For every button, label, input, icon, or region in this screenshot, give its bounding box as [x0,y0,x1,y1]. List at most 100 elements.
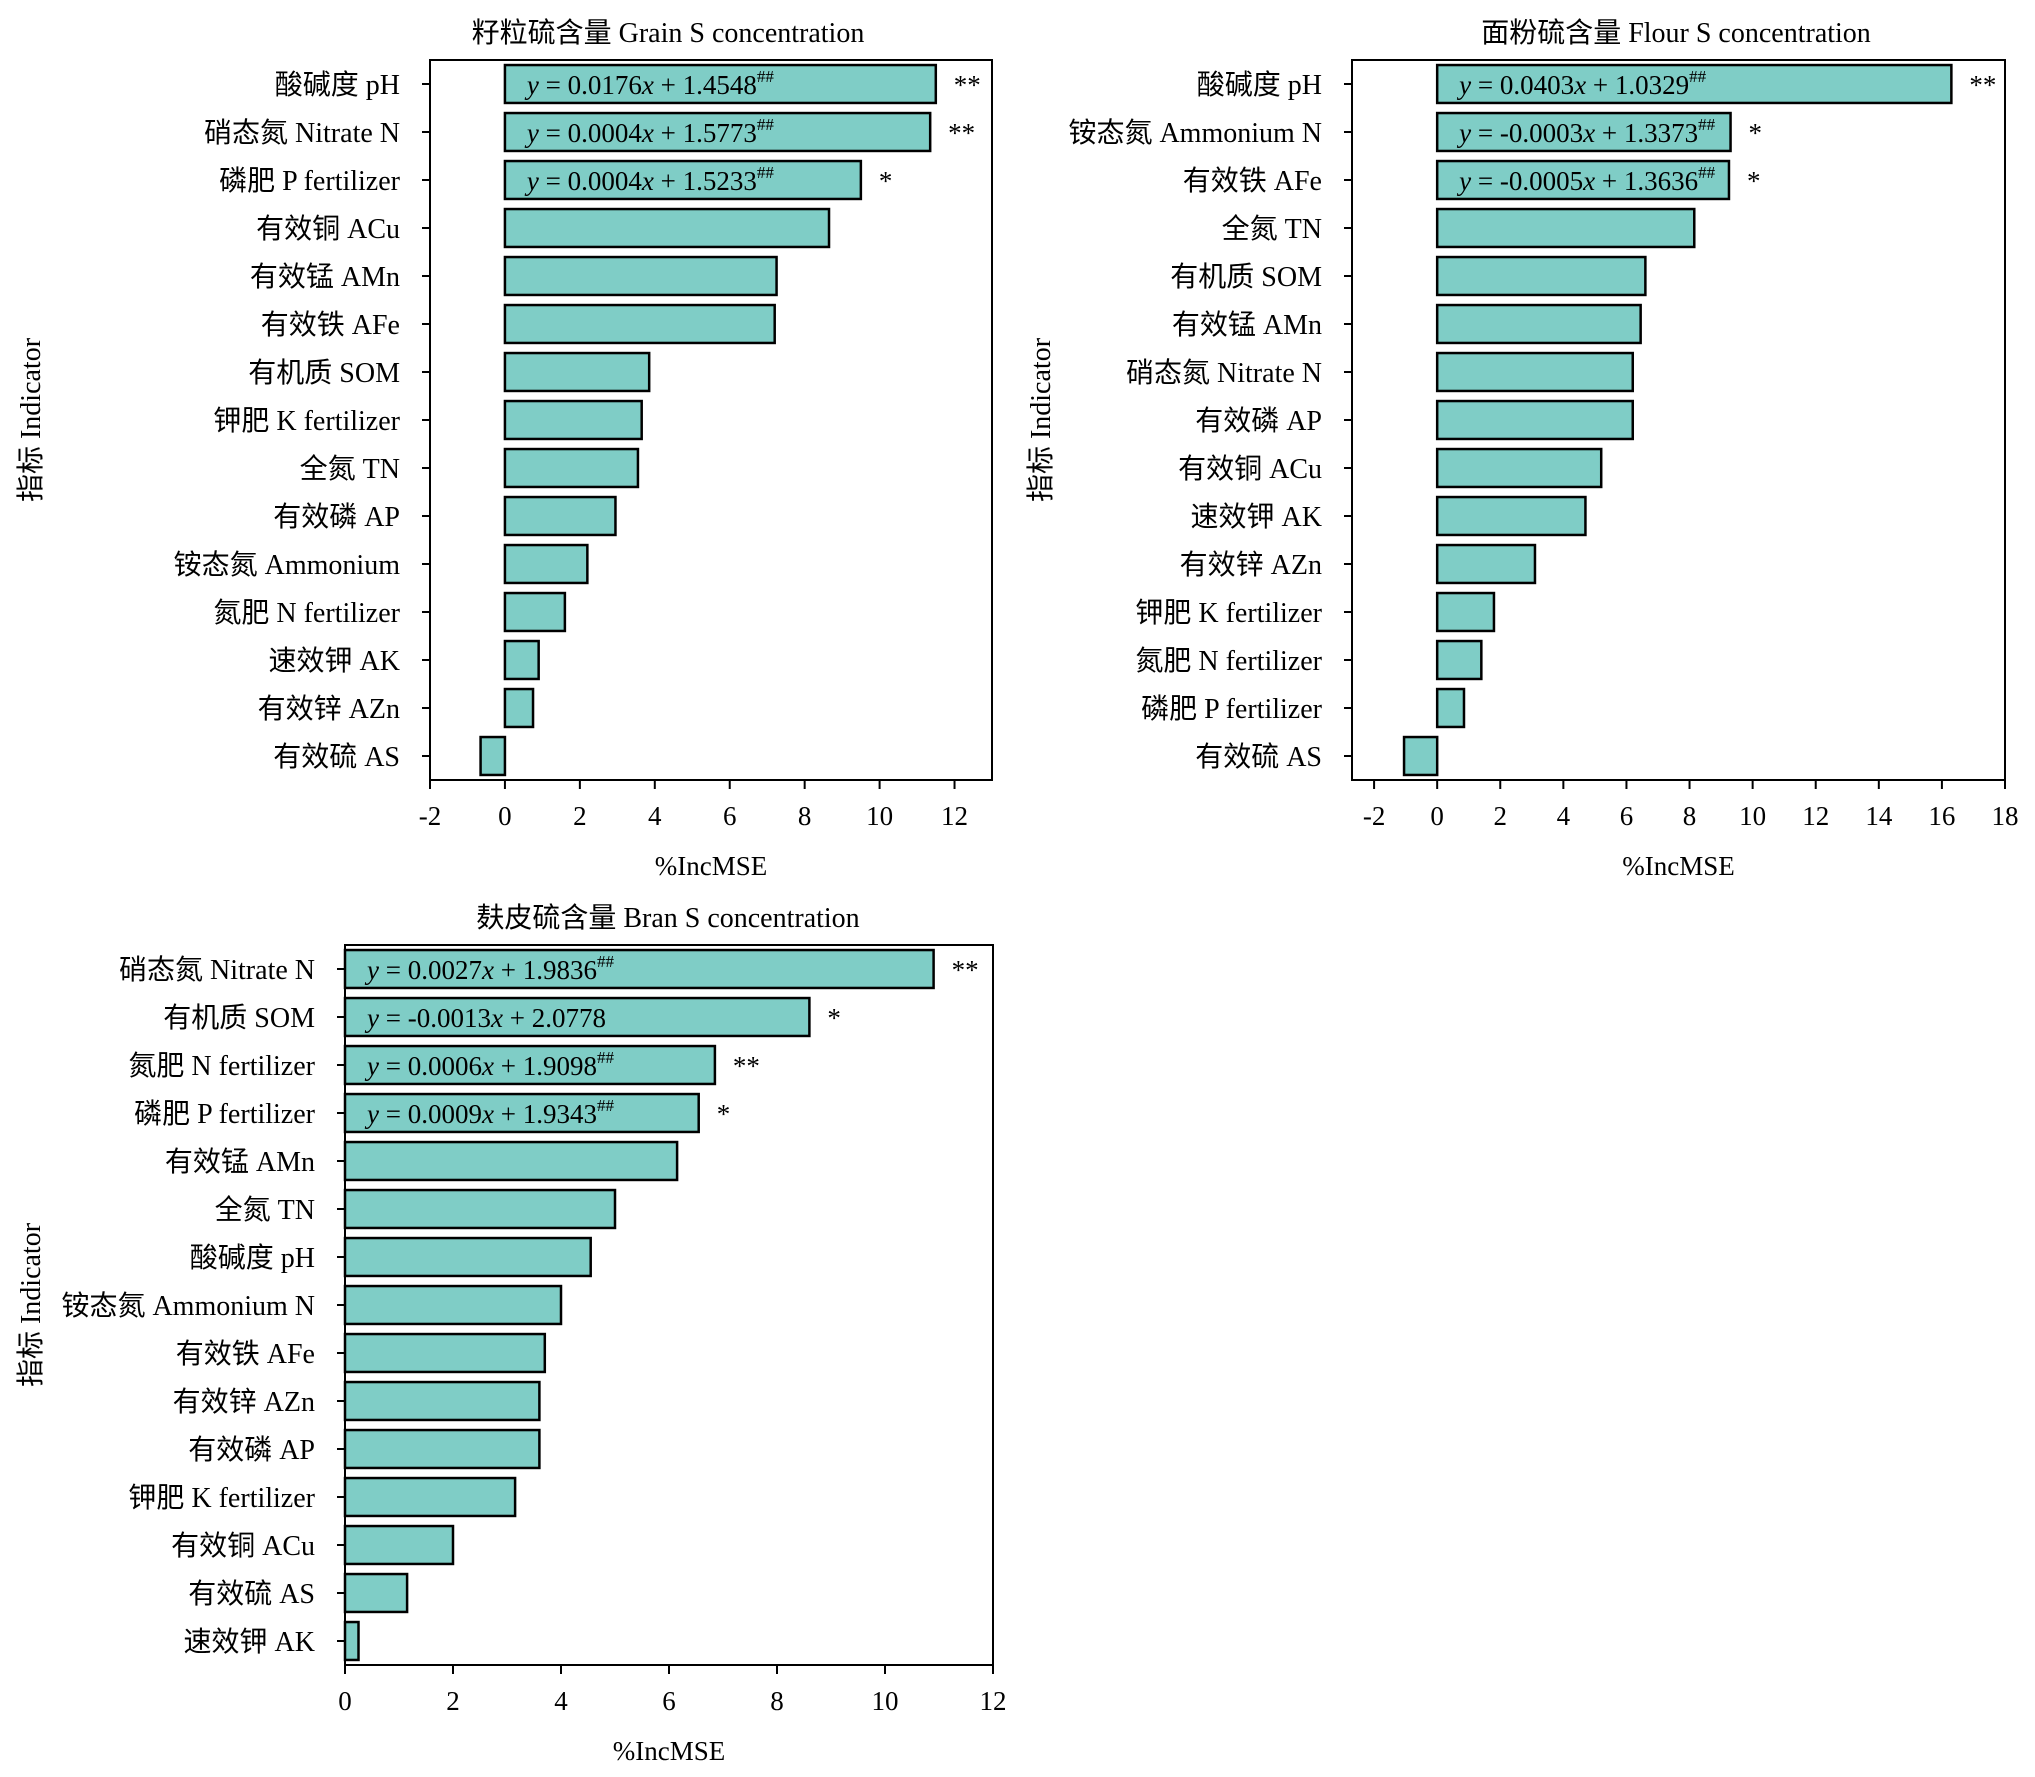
x-axis-label: %IncMSE [655,851,767,881]
equation-part: x [641,118,654,148]
equation-part: 1.5233 [683,166,757,196]
x-tick-label: 0 [498,801,512,831]
bar [503,543,589,585]
equation-part: = [539,166,568,196]
equation-superscript: ## [1698,115,1716,134]
category-label: 全氮 TN [300,453,400,485]
bar [503,351,651,393]
bar [503,447,640,489]
equation-part: = [379,955,408,985]
regression-equation: y = 0.0009x + 1.9343## [364,1096,614,1129]
bar [1435,495,1587,537]
category-label: 酸碱度 pH [275,69,400,101]
category-label: 有效硫 AS [1195,741,1322,773]
equation-superscript: ## [757,163,775,182]
significance-mark: * [879,166,893,196]
equation-part: -0.0003 [1500,118,1583,148]
category-label: 有效锌 AZn [258,693,400,725]
bar [503,591,567,633]
equation-part: 0.0027 [408,955,482,985]
x-tick-label: 14 [1865,801,1893,831]
equation-superscript: ## [597,1048,615,1067]
equation-part: y [364,1099,379,1129]
regression-equation: y = -0.0003x + 1.3373## [1456,115,1715,148]
bar [479,735,507,777]
equation-part: y [524,166,539,196]
bar [503,495,617,537]
regression-equation: y = 0.0027x + 1.9836## [364,952,614,985]
equation-part: 1.9836 [523,955,597,985]
bar [1402,735,1439,777]
equation-part: = [1471,118,1500,148]
bar [1435,303,1642,345]
equation-part: + [1586,70,1615,100]
bar [1435,255,1647,297]
equation-part: x [481,1099,494,1129]
category-label: 有机质 SOM [1170,261,1322,293]
category-label: 全氮 TN [215,1194,315,1226]
x-tick-label: 0 [1430,801,1444,831]
equation-superscript: ## [1689,67,1707,86]
equation-part: 0.0403 [1500,70,1574,100]
category-label: 氮肥 N fertilizer [128,1050,315,1082]
category-label: 酸碱度 pH [190,1242,315,1274]
category-label: 全氮 TN [1222,213,1322,245]
category-label: 硝态氮 Nitrate N [204,117,400,149]
equation-part: y [1456,166,1471,196]
category-label: 有效锌 AZn [1180,549,1322,581]
x-tick-label: -2 [1363,801,1386,831]
category-label: 有效硫 AS [188,1578,315,1610]
y-axis-label: 指标 Indicator [1025,337,1057,502]
regression-equation: y = 0.0006x + 1.9098## [364,1048,614,1081]
bar [503,687,535,729]
category-label: 有效锰 AMn [250,261,400,293]
equation-part: x [481,955,494,985]
equation-part: y [364,1003,379,1033]
bar [343,1524,455,1566]
equation-part: -0.0005 [1500,166,1583,196]
equation-part: x [1573,70,1586,100]
bar [343,1380,541,1422]
category-label: 有效锰 AMn [1172,309,1322,341]
equation-part: y [524,118,539,148]
bar [503,303,776,345]
category-label: 铵态氮 Ammonium N [1068,117,1322,149]
bar [343,1620,360,1662]
equation-part: y [364,955,379,985]
chart-panel-3: 麸皮硫含量 Bran S concentration 0 2 4 6 8 10 12 %IncM… [15,902,1007,1766]
x-tick-label: 16 [1928,801,1955,831]
equation-part: 0.0176 [568,70,642,100]
bar [1435,447,1603,489]
category-label: 钾肥 K fertilizer [213,405,400,437]
bar [1435,639,1483,681]
category-label: 有效铁 AFe [1183,165,1322,197]
regression-equation: y = 0.0004x + 1.5773## [524,115,774,148]
regression-equation: y = 0.0403x + 1.0329## [1456,67,1706,100]
category-label: 铵态氮 Ammonium [174,549,401,581]
x-tick-label: -2 [419,801,442,831]
significance-mark: * [717,1099,731,1129]
equation-part: 0.0009 [408,1099,482,1129]
equation-part: = [1471,70,1500,100]
regression-equation: y = -0.0013x + 2.0778 [364,1003,606,1033]
y-axis-label: 指标 Indicator [15,1222,47,1387]
category-label: 有效锌 AZn [173,1386,315,1418]
x-tick-label: 12 [980,1686,1007,1716]
equation-part: 1.3373 [1624,118,1698,148]
equation-part: + [503,1003,532,1033]
bar [343,1572,409,1614]
equation-part: + [494,1099,523,1129]
significance-mark: ** [952,955,979,985]
bar [503,207,831,249]
equation-part: = [539,118,568,148]
bar [343,1092,700,1134]
bar [503,111,932,153]
x-tick-label: 2 [573,801,587,831]
x-tick-label: 6 [723,801,737,831]
bar [343,1140,679,1182]
chart-title: 麸皮硫含量 Bran S concentration [476,902,859,934]
equation-part: x [1582,118,1595,148]
equation-part: + [654,70,683,100]
category-label: 有机质 SOM [248,357,400,389]
bar [1435,207,1696,249]
